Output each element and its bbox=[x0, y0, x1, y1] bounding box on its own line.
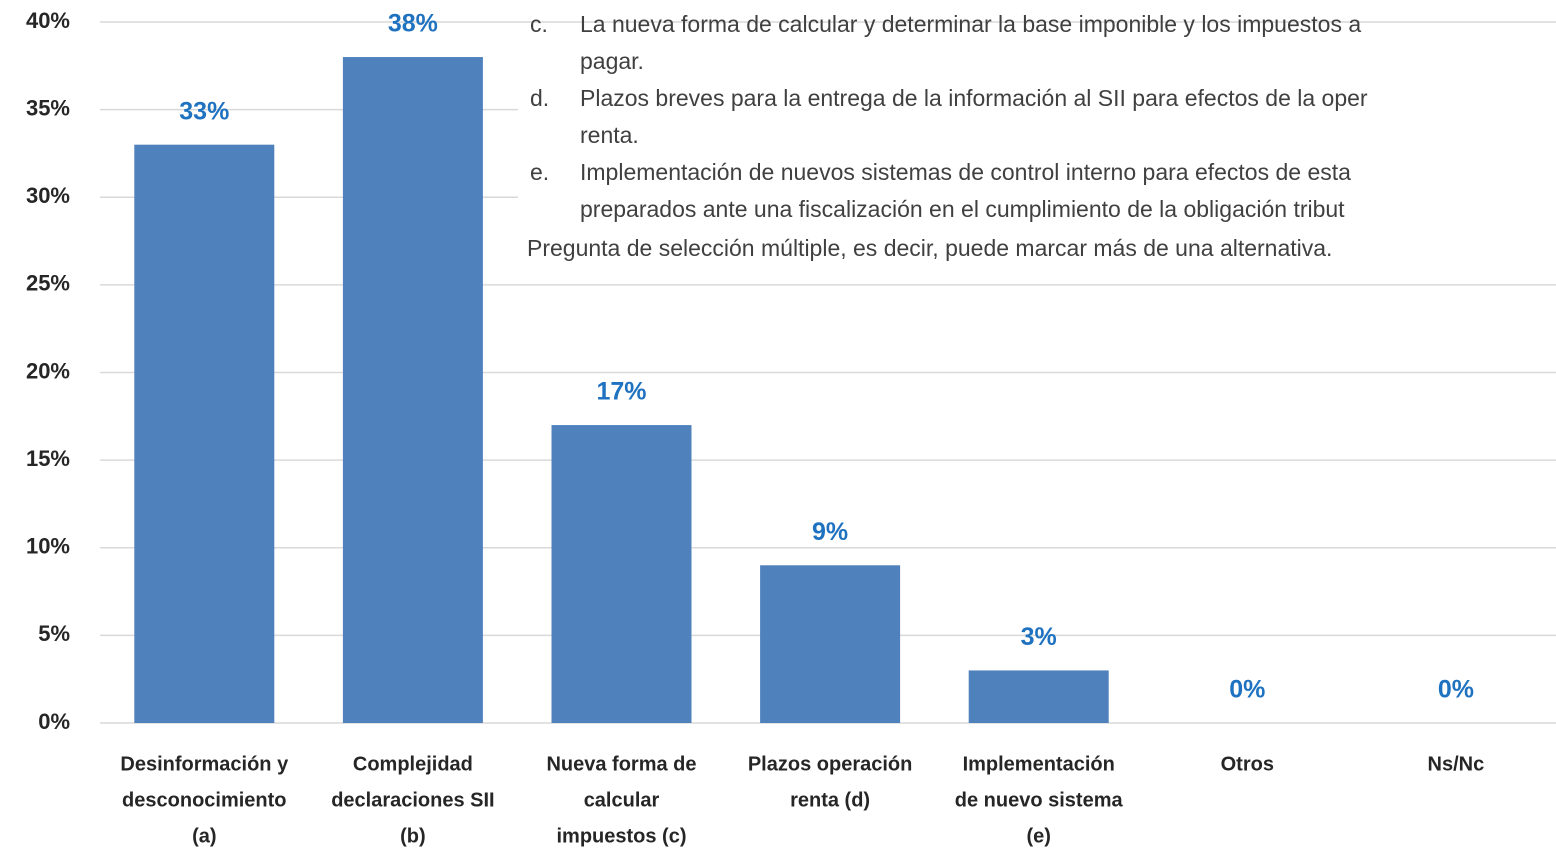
x-tick-label: calcular bbox=[584, 789, 660, 811]
y-tick-label: 20% bbox=[26, 358, 70, 383]
overlay-text: c. La nueva forma de calcular y determina… bbox=[518, 11, 1556, 268]
value-label: 0% bbox=[1229, 676, 1265, 704]
bar bbox=[760, 565, 901, 723]
x-tick-label: de nuevo sistema bbox=[955, 789, 1124, 811]
y-tick-label: 35% bbox=[26, 95, 70, 120]
x-tick-label: Nueva forma de bbox=[546, 753, 696, 775]
x-tick-label: (b) bbox=[400, 825, 426, 847]
value-label: 33% bbox=[179, 97, 229, 125]
value-label: 17% bbox=[596, 378, 646, 406]
value-label: 9% bbox=[812, 518, 848, 546]
y-tick-label: 5% bbox=[38, 621, 70, 646]
y-tick-label: 10% bbox=[26, 534, 70, 559]
list-marker: e. bbox=[530, 159, 549, 185]
x-tick-label: Complejidad bbox=[353, 753, 473, 775]
x-tick-label: renta (d) bbox=[790, 789, 870, 811]
value-label: 3% bbox=[1021, 623, 1057, 651]
x-tick-label: impuestos (c) bbox=[556, 825, 686, 847]
list-text: pagar. bbox=[580, 48, 644, 74]
y-tick-label: 40% bbox=[26, 8, 70, 33]
list-text: Implementación de nuevos sistemas de con… bbox=[580, 159, 1351, 185]
grid bbox=[100, 21, 1556, 724]
list-text: Plazos breves para la entrega de la info… bbox=[580, 85, 1368, 111]
y-tick-label: 30% bbox=[26, 183, 70, 208]
x-tick-label: Otros bbox=[1221, 753, 1274, 775]
x-tick-label: Implementación bbox=[963, 753, 1115, 775]
list-marker: c. bbox=[530, 11, 548, 37]
x-tick-label: desconocimiento bbox=[122, 789, 286, 811]
y-tick-label: 25% bbox=[26, 271, 70, 296]
list-marker: d. bbox=[530, 85, 549, 111]
overlay-background bbox=[518, 40, 1556, 268]
x-tick-label: declaraciones SII bbox=[331, 789, 494, 811]
x-tick-label: Desinformación y bbox=[120, 753, 289, 775]
x-tick-label: Plazos operación bbox=[748, 753, 913, 775]
x-tick-label: (e) bbox=[1026, 825, 1050, 847]
x-tick-label: (a) bbox=[192, 825, 216, 847]
value-label: 38% bbox=[388, 10, 438, 38]
value-label: 0% bbox=[1438, 676, 1474, 704]
y-tick-label: 0% bbox=[38, 709, 70, 734]
bar bbox=[342, 57, 483, 724]
y-tick-label: 15% bbox=[26, 446, 70, 471]
note: Pregunta de selección múltiple, es decir… bbox=[527, 235, 1332, 261]
bar bbox=[551, 425, 692, 723]
marks: 0% 5% 10% 15% 20% 25% 30% 35% 40% 33% Desinformaci… bbox=[26, 8, 1484, 847]
list-text: preparados ante una fiscalización en el … bbox=[580, 196, 1345, 222]
list-text: La nueva forma de calcular y determinar … bbox=[580, 11, 1361, 37]
list-text: renta. bbox=[580, 122, 639, 148]
bar bbox=[134, 144, 275, 724]
x-tick-label: Ns/Nc bbox=[1428, 753, 1485, 775]
bar bbox=[968, 670, 1109, 723]
